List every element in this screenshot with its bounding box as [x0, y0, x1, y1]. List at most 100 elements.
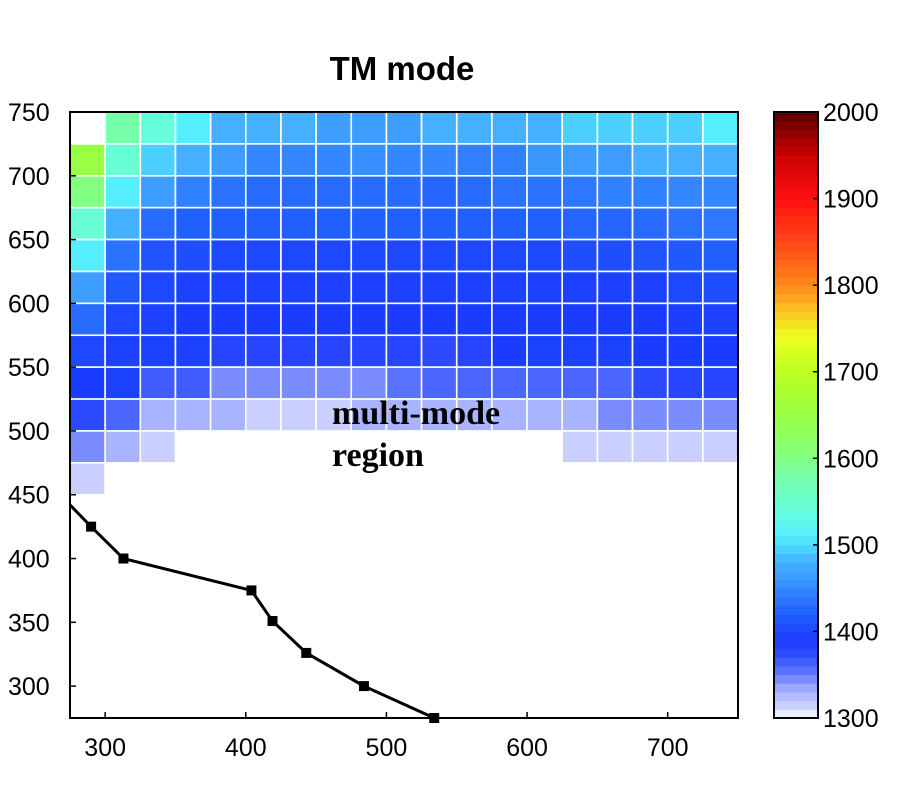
heatmap-cell [455, 238, 493, 273]
heatmap-cell [280, 366, 317, 400]
heatmap-cell [244, 366, 282, 400]
heatmap-cell [244, 398, 282, 432]
colorbar-band [774, 371, 818, 381]
heatmap-cell [244, 238, 282, 273]
x-axis: 300 400 500 600 700 [84, 712, 689, 762]
heatmap-cell [420, 366, 458, 400]
heatmap-cell [631, 206, 669, 241]
colorbar-band [774, 319, 818, 329]
colorbar-band [774, 155, 818, 165]
heatmap-cell [174, 398, 212, 432]
colorbar-tick-label: 1500 [823, 532, 879, 560]
heatmap-cell [209, 111, 247, 145]
line-marker [118, 553, 129, 564]
colorbar-band [774, 458, 818, 468]
heatmap-cell [385, 238, 423, 273]
heatmap-cell [631, 111, 669, 145]
heatmap-cell [455, 174, 493, 209]
heatmap-cell [702, 174, 739, 209]
y-tick-label: 400 [8, 546, 50, 574]
heatmap-cell [209, 398, 247, 432]
colorbar-band [774, 129, 818, 139]
heatmap-cell [561, 143, 599, 177]
colorbar-tick-label: 1700 [823, 359, 879, 387]
colorbar-band [774, 440, 818, 451]
colorbar-band [774, 163, 818, 174]
line-marker [86, 521, 97, 532]
annotation-line-1: multi-mode [332, 395, 500, 432]
colorbar-band [774, 622, 818, 632]
line-marker [246, 585, 257, 596]
heatmap-cell [420, 398, 458, 432]
heatmap-cell [385, 270, 423, 305]
heatmap-cell [631, 398, 669, 432]
heatmap-cell [280, 174, 317, 209]
heatmap-cell [526, 334, 564, 368]
colorbar-tick-label: 1400 [823, 618, 879, 646]
heatmap-cell [596, 430, 634, 464]
heatmap-cell [631, 270, 669, 305]
heatmap-cell [455, 270, 493, 305]
line-marker [358, 681, 369, 692]
heatmap-cell [491, 111, 528, 145]
colorbar-band [774, 432, 818, 442]
heatmap-cell [702, 398, 739, 432]
heatmap-cell [702, 143, 739, 177]
colorbar-band [774, 207, 818, 217]
heatmap-cell [596, 398, 634, 432]
heatmap-cell [596, 366, 634, 400]
y-tick-label: 350 [8, 609, 50, 637]
heatmap-cell [455, 334, 493, 368]
colorbar-band [774, 233, 818, 243]
heatmap-cell [666, 143, 704, 177]
colorbar-band [774, 536, 818, 546]
heatmap-cell [174, 238, 212, 273]
heatmap-cell [526, 366, 564, 400]
colorbar-band [774, 415, 818, 425]
heatmap-cell [69, 238, 106, 273]
colorbar-band [774, 215, 818, 226]
y-tick-label: 700 [8, 163, 50, 191]
heatmap-cell [209, 238, 247, 273]
heatmap-cell [139, 111, 177, 145]
heatmap-cell [315, 206, 353, 241]
colorbar-band [774, 267, 818, 277]
heatmap-cell [350, 111, 388, 145]
x-tick-label: 600 [506, 734, 548, 762]
heatmap-cell [420, 143, 458, 177]
heatmap-cell [209, 366, 247, 400]
colorbar-band [774, 293, 818, 303]
heatmap-cell [209, 270, 247, 305]
heatmap-cell [69, 462, 106, 496]
colorbar-tick-label: 1600 [823, 445, 879, 473]
heatmap-cell [561, 302, 599, 337]
heatmap-cell [666, 206, 704, 241]
heatmap-cell [350, 366, 388, 400]
heatmap-cell [666, 302, 704, 337]
heatmap-cell [526, 270, 564, 305]
heatmap-cell [596, 174, 634, 209]
heatmap-cell [104, 366, 142, 400]
heatmap-cell [174, 270, 212, 305]
colorbar-band [774, 389, 818, 399]
colorbar-band [774, 276, 818, 286]
heatmap-cell [666, 270, 704, 305]
heatmap-cell [69, 302, 106, 337]
heatmap-cell [561, 366, 599, 400]
colorbar-band [774, 198, 818, 208]
heatmap-cell [139, 398, 177, 432]
heatmap-cell [596, 143, 634, 177]
colorbar-band [774, 692, 818, 702]
heatmap-cell [526, 143, 564, 177]
heatmap-cell [491, 270, 528, 305]
heatmap-cell [139, 270, 177, 305]
heatmap-cell [631, 143, 669, 177]
heatmap-cell [420, 238, 458, 273]
heatmap-cell [385, 143, 423, 177]
heatmap-cell [139, 238, 177, 273]
heatmap-cell [280, 302, 317, 337]
heatmap-cell [631, 334, 669, 368]
colorbar-band [774, 640, 818, 650]
colorbar-band [774, 579, 818, 589]
